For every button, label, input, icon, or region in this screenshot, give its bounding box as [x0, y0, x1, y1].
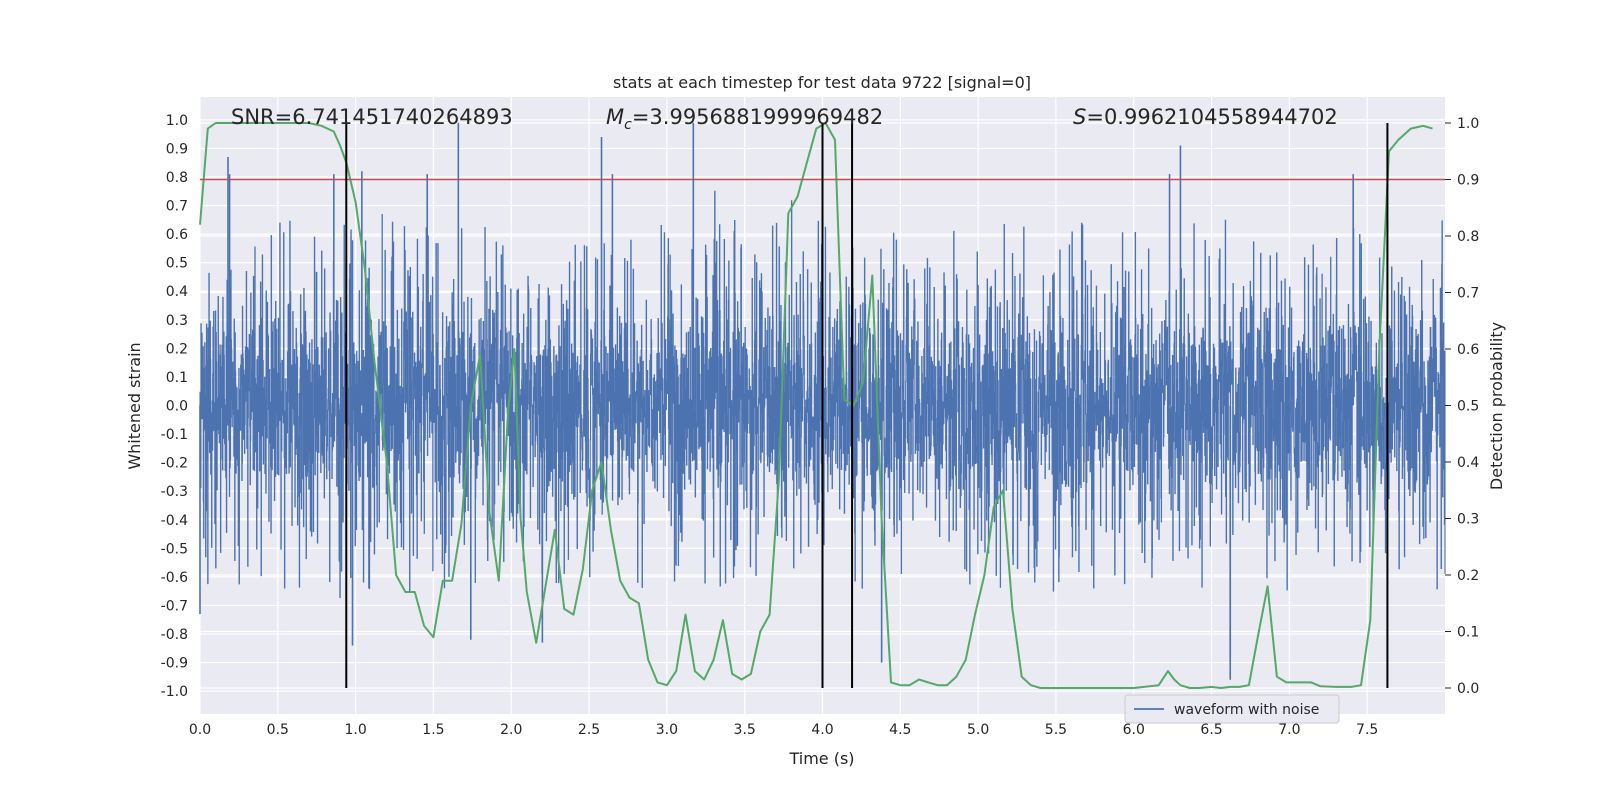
series-waveform-with-noise: [199, 122, 1446, 680]
y-tick-label: -0.4: [161, 513, 188, 529]
y-tick-label: 0.8: [166, 170, 188, 186]
x-tick-label: 0.5: [267, 722, 289, 738]
y-tick-label: 0.6: [166, 227, 188, 243]
y-tick-label: -0.8: [161, 627, 188, 643]
y2-axis-title: Detection probability: [1487, 322, 1506, 490]
s-annotation: S=0.9962104558944702: [1073, 105, 1338, 129]
snr-annotation: SNR=6.741451740264893: [231, 105, 513, 129]
x-tick-label: 2.5: [578, 722, 600, 738]
x-axis-title: Time (s): [788, 749, 854, 768]
y-tick-label: -0.1: [161, 427, 188, 443]
x-tick-label: 4.0: [811, 722, 833, 738]
legend: waveform with noise: [1124, 694, 1340, 724]
y-tick-label: -0.7: [161, 598, 188, 614]
series-detection-probability: [199, 122, 1433, 689]
y-tick-label: -0.2: [161, 456, 188, 472]
y2-tick-label: 0.8: [1457, 229, 1479, 245]
y-tick-label: 0.4: [166, 284, 188, 300]
y-tick-label: 0.5: [166, 256, 188, 272]
x-tick-label: 3.5: [734, 722, 756, 738]
y2-tick-label: 0.3: [1457, 512, 1479, 528]
event-lines: [345, 122, 1389, 689]
x-axis-ticks: 0.0 0.5 1.0 1.5 2.0 2.5 3.0 3.5 4.0 4.5 5.0 5.5 6.0 6…: [189, 722, 1378, 738]
chirp-mass-value: =3.9956881999969482: [632, 105, 883, 129]
y-axis-ticks: 1.0 0.9 0.8 0.7 0.6 0.5 0.4 0.3 0.2 0.1 0.0 -0.1 -0.…: [161, 113, 188, 700]
x-tick-label: 6.5: [1200, 722, 1222, 738]
x-tick-label: 1.5: [422, 722, 444, 738]
x-tick-label: 3.0: [656, 722, 678, 738]
y2-tick-label: 0.9: [1457, 172, 1479, 188]
y-tick-label: -0.3: [161, 484, 188, 500]
s-symbol: S: [1073, 105, 1086, 129]
y2-tick-label: 0.1: [1457, 625, 1479, 641]
x-tick-label: 1.0: [344, 722, 366, 738]
y2-tick-label: 1.0: [1457, 116, 1479, 132]
y2-tick-label: 0.6: [1457, 342, 1479, 358]
y2-tick-label: 0.7: [1457, 285, 1479, 301]
y-tick-label: -0.9: [161, 656, 188, 672]
x-tick-label: 7.5: [1356, 722, 1378, 738]
y-tick-label: -0.5: [161, 541, 188, 557]
legend-box: [1124, 694, 1340, 724]
y2-tick-label: 0.5: [1457, 399, 1479, 415]
x-tick-label: 0.0: [189, 722, 211, 738]
y-tick-label: -0.6: [161, 570, 188, 586]
x-tick-label: 5.5: [1045, 722, 1067, 738]
chirp-mass-subscript: c: [624, 117, 632, 133]
y-tick-label: -1.0: [161, 684, 188, 700]
y2-tick-label: 0.4: [1457, 455, 1479, 471]
x-tick-label: 6.0: [1123, 722, 1145, 738]
y-tick-label: 0.1: [166, 370, 188, 386]
y-tick-label: 0.2: [166, 341, 188, 357]
chirp-mass-symbol: M: [606, 105, 624, 129]
detection-probability-line: [199, 122, 1433, 689]
y2-axis-ticks: 1.0 0.9 0.8 0.7 0.6 0.5 0.4 0.3 0.2 0.1 0.0: [1445, 116, 1479, 697]
chart-title: stats at each timestep for test data 972…: [613, 73, 1031, 92]
y2-tick-label: 0.2: [1457, 568, 1479, 584]
x-tick-label: 2.0: [500, 722, 522, 738]
y2-tick-label: 0.0: [1457, 681, 1479, 697]
y-tick-label: 0.3: [166, 313, 188, 329]
legend-entry-waveform: waveform with noise: [1174, 702, 1319, 718]
y-tick-label: 0.7: [166, 199, 188, 215]
y-axis-title: Whitened strain: [125, 342, 144, 469]
y-tick-label: 1.0: [166, 113, 188, 129]
s-value: =0.9962104558944702: [1086, 105, 1337, 129]
x-tick-label: 5.0: [967, 722, 989, 738]
y-tick-label: 0.0: [166, 399, 188, 415]
chirp-mass-annotation: Mc=3.9956881999969482: [606, 105, 883, 133]
x-tick-label: 7.0: [1278, 722, 1300, 738]
y-tick-label: 0.9: [166, 141, 188, 157]
x-tick-label: 4.5: [889, 722, 911, 738]
